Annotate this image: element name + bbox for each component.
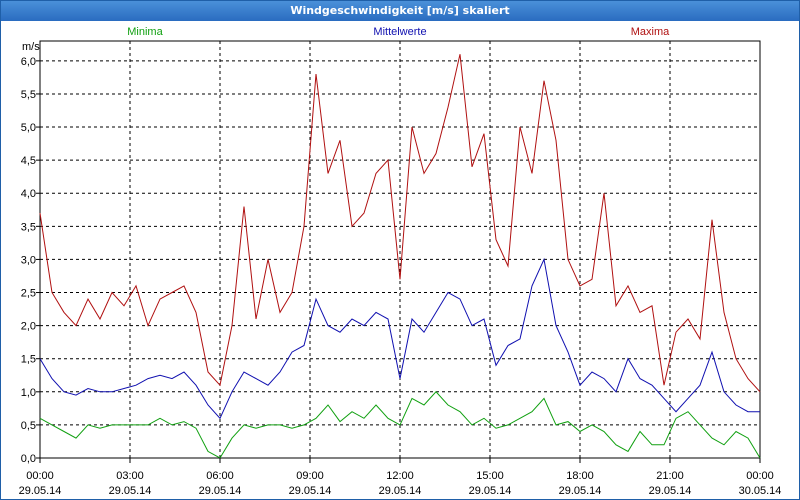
y-tick-label: 1,5 — [21, 354, 36, 366]
legend-item-minima: Minima — [127, 26, 163, 38]
y-tick-label: 5,5 — [21, 89, 36, 101]
x-tick-date: 29.05.14 — [19, 485, 62, 497]
x-tick-date: 29.05.14 — [289, 485, 332, 497]
y-axis-label: m/s — [22, 41, 40, 53]
x-axis: 00:00 29.05.14 03:00 29.05.14 06:00 29.05.14 0… — [19, 458, 782, 497]
x-tick-time: 00:00 — [746, 470, 774, 482]
x-tick-time: 21:00 — [656, 470, 684, 482]
legend: Minima Mittelwerte Maxima — [127, 26, 670, 38]
window-title: Windgeschwindigkeit [m/s] skaliert — [1, 1, 799, 21]
y-tick-label: 4,5 — [21, 155, 36, 167]
x-tick-time: 18:00 — [566, 470, 594, 482]
legend-item-maxima: Maxima — [631, 26, 670, 38]
series-line-mittelwerte — [39, 257, 760, 420]
y-tick-label: 5,0 — [21, 122, 36, 134]
x-tick-date: 29.05.14 — [379, 485, 422, 497]
y-tick-label: 2,0 — [21, 321, 36, 333]
x-tick-date: 29.05.14 — [469, 485, 512, 497]
x-tick-time: 15:00 — [476, 470, 504, 482]
x-tick-time: 06:00 — [206, 470, 234, 482]
y-axis: 0,0 0,5 1,0 1,5 2,0 2,5 3,0 3,5 4,0 4,5 5,0 5,5 6,0 — [21, 56, 40, 465]
y-tick-label: 3,0 — [21, 254, 36, 266]
y-tick-label: 6,0 — [21, 56, 36, 68]
y-tick-label: 2,5 — [21, 288, 36, 300]
x-tick-time: 00:00 — [26, 470, 54, 482]
x-tick-date: 29.05.14 — [199, 485, 242, 497]
series-line-minima — [39, 391, 761, 459]
x-tick-date: 29.05.14 — [559, 485, 602, 497]
x-tick-date: 29.05.14 — [649, 485, 692, 497]
y-tick-label: 3,5 — [21, 221, 36, 233]
y-tick-label: 4,0 — [21, 188, 36, 200]
y-tick-label: 1,0 — [21, 387, 36, 399]
grid — [40, 41, 760, 459]
legend-item-mittelwerte: Mittelwerte — [373, 26, 426, 38]
series-lines — [39, 54, 761, 459]
x-tick-date: 29.05.14 — [109, 485, 152, 497]
y-tick-label: 0,5 — [21, 420, 36, 432]
x-tick-time: 09:00 — [296, 470, 324, 482]
x-tick-time: 12:00 — [386, 470, 414, 482]
y-tick-label: 0,0 — [21, 453, 36, 465]
x-tick-time: 03:00 — [116, 470, 144, 482]
x-tick-date: 30.05.14 — [739, 485, 782, 497]
series-line-maxima — [39, 54, 761, 393]
